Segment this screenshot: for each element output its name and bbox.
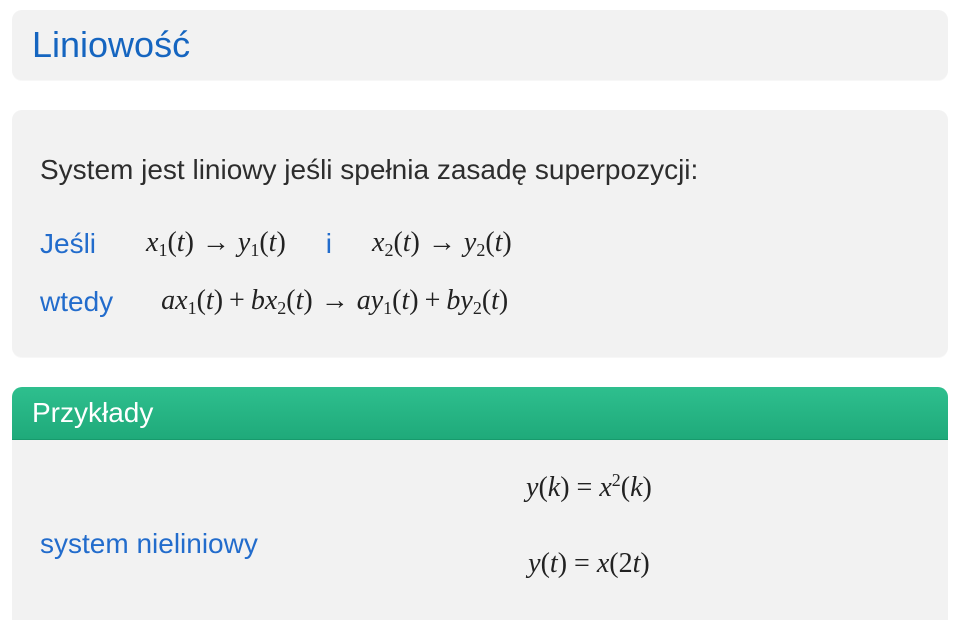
examples-box: Przykłady system nieliniowy system linio… [12,387,948,620]
intro-line: System jest liniowy jeśli spełnia zasadę… [40,150,920,189]
examples-body: system nieliniowy system liniowy y(k) = … [12,440,948,620]
math-premise-left: x1(t)→y1(t) [146,227,286,261]
body-box: System jest liniowy jeśli spełnia zasadę… [12,110,948,357]
slide-title: Liniowość [32,24,190,65]
superposition-premise: Jeśli x1(t)→y1(t) i x2(t)→y2(t) [40,227,920,261]
math-conclusion: ax1(t)+bx2(t)→ay1(t)+by2(t) [161,285,508,319]
wtedy-label: wtedy [40,286,113,318]
examples-header: Przykłady [12,387,948,440]
label-nonlinear: system nieliniowy [40,528,258,560]
math-eq1: y(k) = x2(k) [526,470,652,504]
superposition-conclusion: wtedy ax1(t)+bx2(t)→ay1(t)+by2(t) [40,285,920,319]
jesli-label: Jeśli [40,228,96,260]
math-eq2: y(t) = x(2t) [528,548,650,580]
slide: Liniowość System jest liniowy jeśli speł… [0,0,960,620]
math-premise-right: x2(t)→y2(t) [372,227,512,261]
i-label: i [326,228,332,260]
title-box: Liniowość [12,10,948,80]
